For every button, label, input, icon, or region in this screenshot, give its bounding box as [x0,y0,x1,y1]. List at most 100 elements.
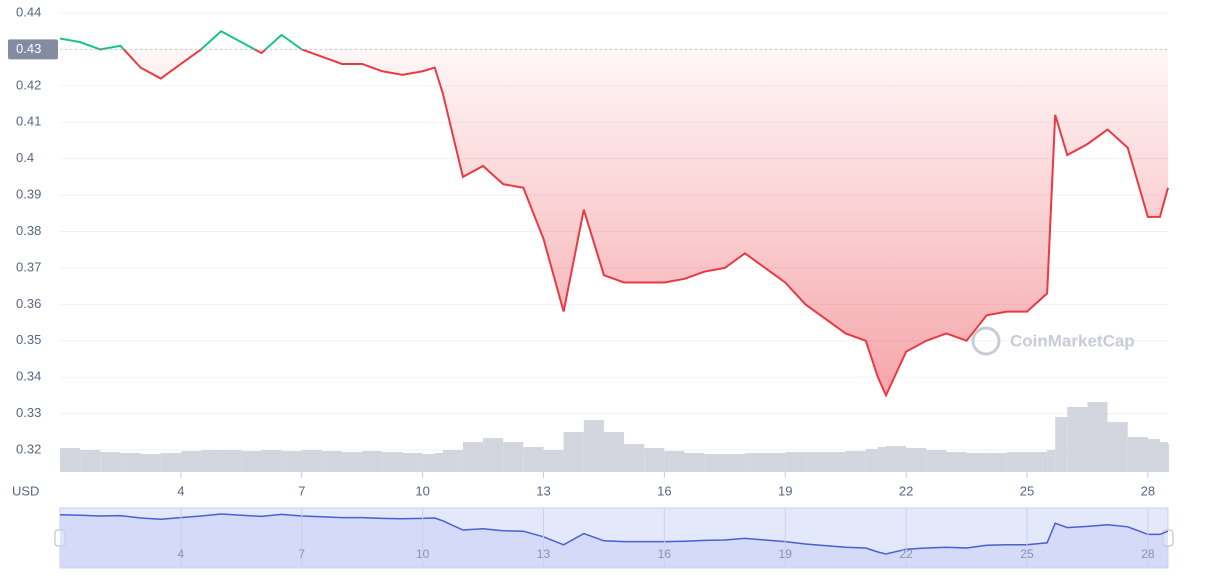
volume-bar [342,452,363,472]
volume-bar [1147,439,1160,472]
volume-bar [885,446,907,472]
y-tick-label: 0.33 [16,405,41,420]
volume-bar [603,432,625,472]
volume-bar [503,442,524,472]
x-tick-label: 13 [536,483,550,498]
volume-bar [100,452,121,472]
price-area [60,49,1168,396]
volume-bar [1159,442,1168,472]
x-tick-label: 7 [298,483,305,498]
nav-tick-label: 16 [658,547,672,561]
volume-bar [1107,422,1128,472]
volume-bar [684,453,705,472]
x-tick-label: 10 [415,483,429,498]
x-tick-label: 22 [899,483,913,498]
volume-bar [624,444,645,472]
volume-bar [301,450,322,472]
volume-bar [765,453,786,472]
watermark-logo [971,326,1001,356]
y-tick-label: 0.42 [16,77,41,92]
y-tick-label: 0.37 [16,259,41,274]
watermark: CoinMarketCap [1010,331,1135,350]
volume [60,402,1169,472]
nav-area [60,514,1168,568]
volume-bar [825,452,846,472]
volume-bar [221,450,242,472]
x-tick-label: 16 [657,483,671,498]
volume-bar [926,450,947,472]
y-tick-label: 0.36 [16,296,41,311]
x-tick-label: 25 [1020,483,1034,498]
volume-bar [986,453,1007,472]
volume-bar [80,450,101,472]
nav-tick-label: 7 [298,547,305,561]
volume-bar [160,453,181,472]
volume-bar [845,451,866,472]
volume-bar [1067,407,1088,472]
nav-tick-label: 19 [779,547,793,561]
volume-bar [60,448,81,472]
y-tick-label: 0.41 [16,114,41,129]
volume-bar [724,454,745,472]
volume-bar [543,450,564,472]
y-tick-label: 0.38 [16,223,41,238]
volume-bar [877,447,886,472]
volume-bar [664,451,685,472]
volume-bar [321,451,343,472]
volume-bar [1026,452,1048,472]
volume-bar [563,432,584,472]
volume-bar [120,453,141,472]
volume-bar [442,450,463,472]
volume-bar [785,452,806,472]
volume-bar [1055,417,1068,472]
nav-tick-label: 25 [1020,547,1034,561]
volume-bar [180,451,202,472]
volume-bar [140,454,161,472]
navigator-series [59,513,1169,568]
volume-bar [1087,402,1108,472]
volume-bar [462,442,484,472]
volume-bar [644,448,665,472]
volume-bar [1127,437,1148,472]
y-tick-label: 0.34 [16,369,41,384]
volume-bar [1168,444,1169,472]
volume-bar [946,452,967,472]
volume-bar [523,447,544,472]
price-area [59,29,1169,398]
volume-bar [261,450,282,472]
volume-bar [805,452,826,472]
baseline-tag [8,39,58,60]
volume-bar [1006,452,1027,472]
volume-bar [583,420,604,472]
x-tick-label: 4 [177,483,184,498]
volume-bar [744,453,766,472]
nav-tick-label: 28 [1141,547,1155,561]
volume-bar [865,449,878,472]
volume-bar [382,452,403,472]
nav-tick-label: 22 [899,547,913,561]
volume-bar [362,451,383,472]
y-tick-label: 0.4 [16,150,34,165]
y-tick-label: 0.39 [16,187,41,202]
volume-bar [281,451,302,472]
y-tick-label: 0.35 [16,332,41,347]
currency-label: USD [12,483,39,498]
volume-bar [483,438,504,472]
volume-bar [966,453,987,472]
volume-bar [422,454,435,472]
volume-bar [241,451,262,472]
x-tick-label: 28 [1141,483,1155,498]
y-tick-label: 0.44 [16,4,41,19]
nav-tick-label: 10 [416,547,430,561]
volume-bar [201,450,222,472]
nav-tick-label: 13 [537,547,551,561]
nav-line [59,513,1169,555]
x-tick-label: 19 [778,483,792,498]
volume-bar [906,448,927,472]
y-tick-label: 0.43 [16,41,41,56]
volume-bar [402,453,423,472]
volume-bar [1047,450,1056,472]
volume-bar [704,454,725,472]
volume-bar [434,453,443,472]
